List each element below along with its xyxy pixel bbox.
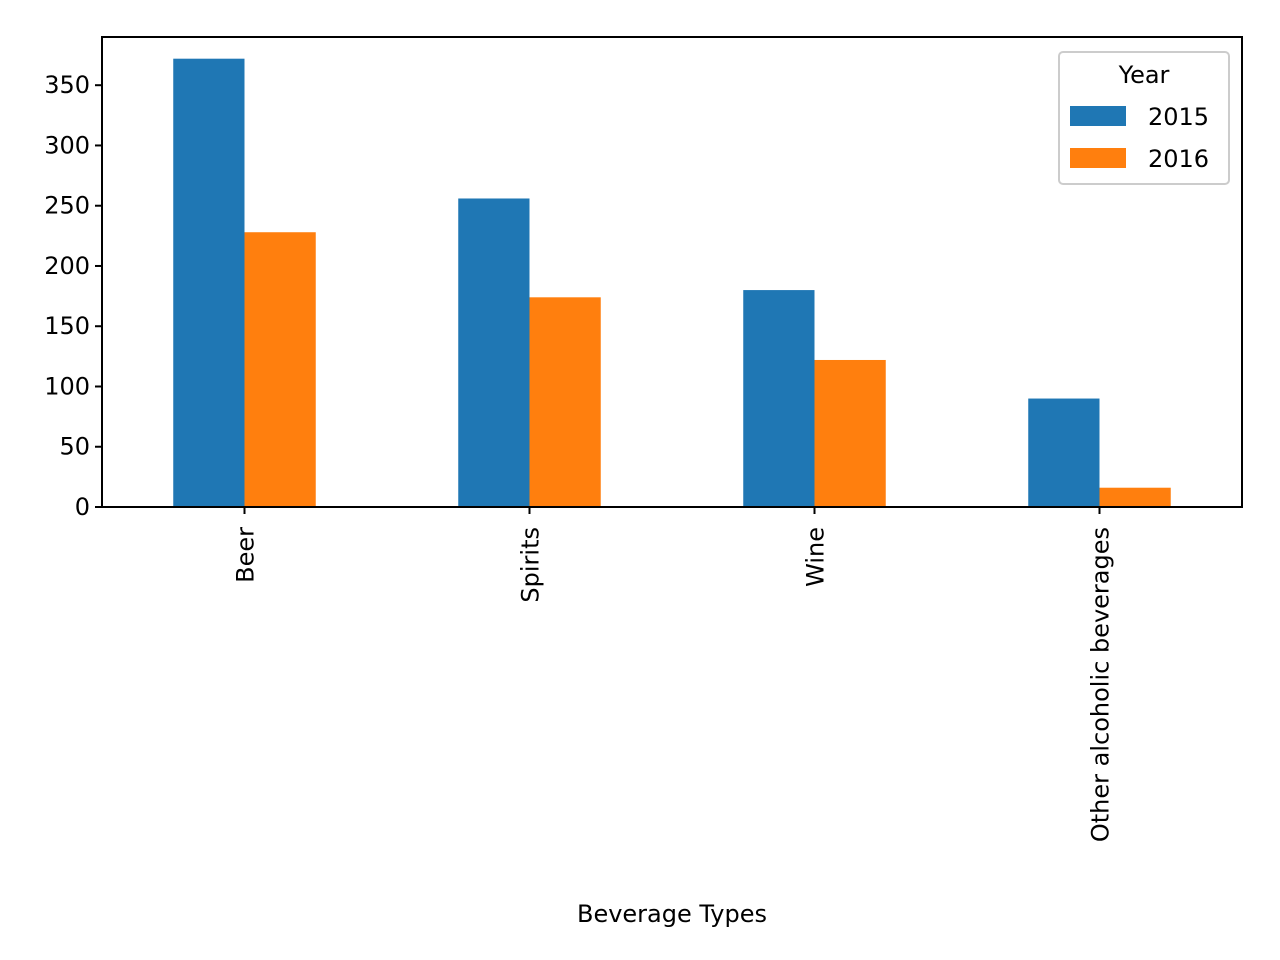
- bar-2015-3: [1028, 398, 1100, 507]
- x-tick-label: Wine: [802, 527, 830, 587]
- legend: Year 2015 2016: [1058, 51, 1230, 185]
- plot-frame: [101, 36, 1243, 508]
- x-tick-label: Beer: [232, 527, 260, 583]
- x-tick-label: Other alcoholic beverages: [1087, 527, 1115, 842]
- bar-2015-2: [743, 290, 815, 507]
- legend-title: Year: [1118, 61, 1170, 89]
- legend-swatch-2016: [1070, 148, 1126, 168]
- y-tick-label: 100: [44, 372, 90, 400]
- legend-label-2016: 2016: [1148, 145, 1209, 173]
- bar-2016-1: [529, 297, 601, 507]
- y-axis: 0 50 100 150 200 250 300 350: [44, 71, 102, 521]
- x-axis: Beer Spirits Wine Other alcoholic beverages: [232, 507, 1115, 842]
- bar-2016-2: [814, 359, 886, 507]
- x-tick-label: Spirits: [517, 527, 545, 603]
- y-tick-label: 350: [44, 71, 90, 99]
- bar-2016-3: [1099, 487, 1171, 507]
- y-tick-label: 50: [59, 433, 90, 461]
- bar-2016-0: [244, 232, 316, 507]
- y-tick-label: 150: [44, 312, 90, 340]
- y-tick-label: 250: [44, 192, 90, 220]
- legend-swatch-2015: [1070, 106, 1126, 126]
- y-tick-label: 200: [44, 252, 90, 280]
- x-axis-title: Beverage Types: [577, 900, 767, 928]
- y-tick-label: 0: [75, 493, 90, 521]
- y-tick-label: 300: [44, 131, 90, 159]
- bars-layer: [173, 58, 1171, 507]
- legend-label-2015: 2015: [1148, 103, 1209, 131]
- bar-2015-0: [173, 58, 245, 507]
- bar-2015-1: [458, 198, 530, 507]
